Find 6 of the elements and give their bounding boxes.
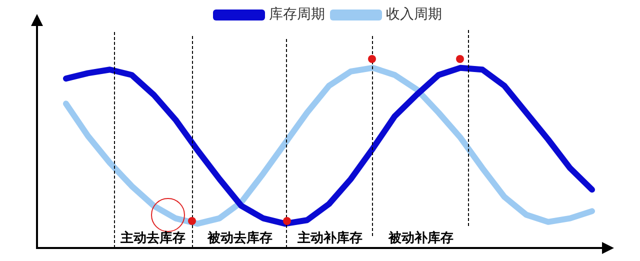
annotation: 被动补库存 (388, 230, 454, 247)
annotation: 主动补库存 (298, 230, 362, 247)
legend-label: 库存周期 (269, 6, 325, 23)
annotation: 主动去库存 (120, 230, 186, 247)
legend-label: 收入周期 (386, 6, 442, 23)
annotation: 被动去库存 (208, 230, 272, 247)
